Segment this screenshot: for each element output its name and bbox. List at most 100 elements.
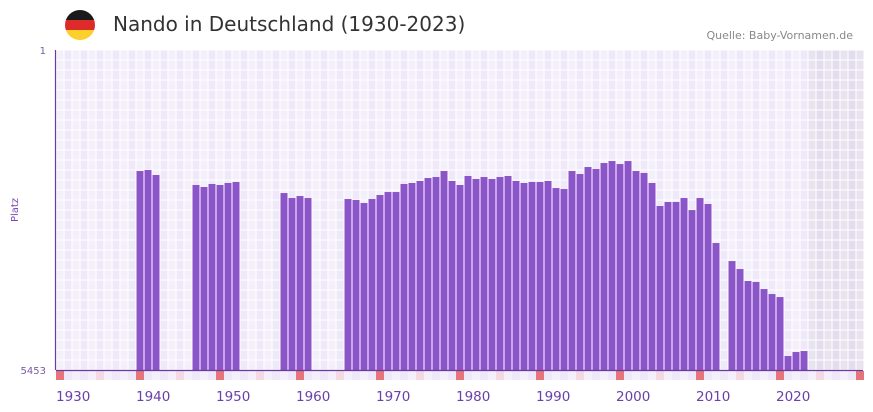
year-strip-cell bbox=[472, 371, 480, 380]
grid-cell bbox=[824, 90, 832, 100]
grid-cell bbox=[264, 200, 272, 210]
grid-cell bbox=[704, 180, 712, 190]
grid-cell bbox=[680, 150, 688, 160]
grid-cell bbox=[608, 150, 616, 160]
grid-cell bbox=[120, 170, 128, 180]
grid-cell bbox=[824, 270, 832, 280]
grid-cell bbox=[592, 160, 600, 170]
grid-cell bbox=[448, 160, 456, 170]
year-strip-cell bbox=[304, 371, 312, 380]
grid-cell bbox=[768, 240, 776, 250]
grid-cell bbox=[120, 110, 128, 120]
grid-cell bbox=[120, 190, 128, 200]
grid-cell bbox=[304, 160, 312, 170]
grid-cell bbox=[504, 130, 512, 140]
grid-cell bbox=[608, 100, 616, 110]
grid-cell bbox=[272, 150, 280, 160]
grid-cell bbox=[800, 130, 808, 140]
grid-cell bbox=[824, 100, 832, 110]
grid-cell bbox=[360, 60, 368, 70]
grid-cell bbox=[704, 160, 712, 170]
grid-cell bbox=[496, 70, 504, 80]
bar-2019 bbox=[768, 294, 776, 370]
grid-cell bbox=[320, 130, 328, 140]
grid-cell bbox=[72, 120, 80, 130]
grid-cell bbox=[720, 130, 728, 140]
grid-cell bbox=[688, 110, 696, 120]
grid-cell bbox=[792, 200, 800, 210]
grid-cell bbox=[656, 70, 664, 80]
grid-cell bbox=[56, 220, 64, 230]
grid-cell bbox=[824, 60, 832, 70]
x-tick-label: 1970 bbox=[376, 389, 410, 405]
grid-cell bbox=[488, 70, 496, 80]
grid-cell bbox=[176, 350, 184, 360]
grid-cell bbox=[248, 260, 256, 270]
grid-cell bbox=[96, 340, 104, 350]
grid-cell bbox=[840, 100, 848, 110]
grid-cell bbox=[640, 160, 648, 170]
grid-cell bbox=[480, 110, 488, 120]
grid-cell bbox=[304, 130, 312, 140]
grid-cell bbox=[592, 80, 600, 90]
grid-cell bbox=[480, 130, 488, 140]
grid-cell bbox=[648, 120, 656, 130]
grid-cell bbox=[656, 90, 664, 100]
grid-cell bbox=[272, 70, 280, 80]
grid-cell bbox=[544, 150, 552, 160]
source-link[interactable]: Quelle: Baby-Vornamen.de bbox=[706, 29, 853, 42]
grid-cell bbox=[672, 120, 680, 130]
grid-cell bbox=[56, 340, 64, 350]
grid-cell bbox=[696, 170, 704, 180]
grid-cell bbox=[96, 250, 104, 260]
grid-cell bbox=[96, 280, 104, 290]
grid-cell bbox=[728, 250, 736, 260]
grid-cell bbox=[88, 270, 96, 280]
grid-cell bbox=[648, 130, 656, 140]
grid-cell bbox=[120, 360, 128, 370]
grid-cell bbox=[752, 150, 760, 160]
year-strip-cell bbox=[664, 371, 672, 380]
grid-cell bbox=[216, 110, 224, 120]
grid-cell bbox=[816, 360, 824, 370]
grid-cell bbox=[272, 110, 280, 120]
grid-cell bbox=[728, 220, 736, 230]
grid-cell bbox=[296, 170, 304, 180]
grid-cell bbox=[600, 50, 608, 60]
grid-cell bbox=[472, 150, 480, 160]
grid-cell bbox=[320, 200, 328, 210]
grid-cell bbox=[328, 310, 336, 320]
grid-cell bbox=[416, 150, 424, 160]
decade-marker bbox=[536, 371, 544, 380]
grid-cell bbox=[688, 200, 696, 210]
grid-cell bbox=[72, 150, 80, 160]
grid-cell bbox=[552, 140, 560, 150]
grid-cell bbox=[88, 230, 96, 240]
bar-1952 bbox=[232, 182, 240, 370]
grid-cell bbox=[128, 360, 136, 370]
grid-cell bbox=[320, 110, 328, 120]
grid-cell bbox=[856, 130, 864, 140]
grid-cell bbox=[136, 120, 144, 130]
grid-cell bbox=[552, 180, 560, 190]
grid-cell bbox=[792, 320, 800, 330]
grid-cell bbox=[104, 200, 112, 210]
grid-cell bbox=[848, 290, 856, 300]
grid-cell bbox=[808, 140, 816, 150]
grid-cell bbox=[656, 190, 664, 200]
grid-cell bbox=[824, 340, 832, 350]
grid-cell bbox=[272, 300, 280, 310]
grid-cell bbox=[456, 80, 464, 90]
grid-cell bbox=[232, 130, 240, 140]
grid-cell bbox=[792, 60, 800, 70]
grid-cell bbox=[720, 330, 728, 340]
grid-cell bbox=[336, 360, 344, 370]
year-strip-cell bbox=[648, 371, 656, 380]
grid-cell bbox=[152, 150, 160, 160]
grid-cell bbox=[184, 190, 192, 200]
grid-cell bbox=[792, 230, 800, 240]
grid-cell bbox=[328, 60, 336, 70]
grid-cell bbox=[184, 140, 192, 150]
grid-cell bbox=[320, 290, 328, 300]
grid-cell bbox=[680, 110, 688, 120]
